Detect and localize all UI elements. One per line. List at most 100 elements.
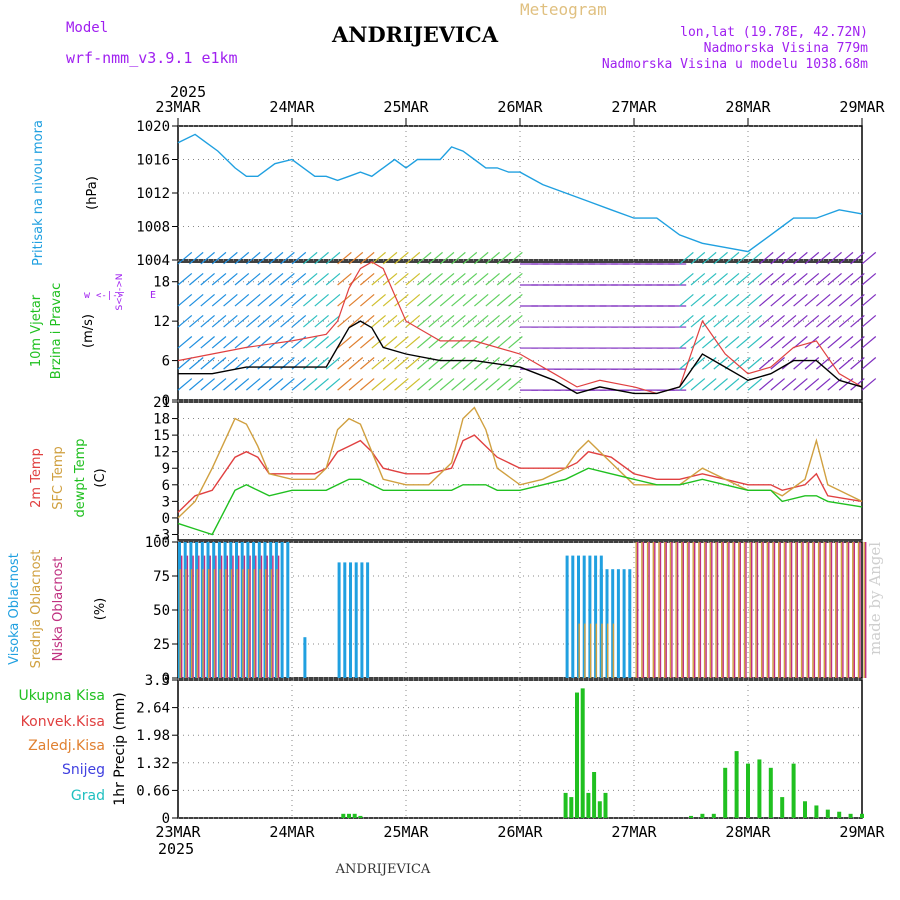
wind-arrow bbox=[474, 315, 489, 328]
mid-cloud-bar bbox=[743, 542, 746, 678]
wind-arrow bbox=[246, 272, 261, 286]
y-tick-label: 25 bbox=[153, 637, 170, 653]
wind-arrow bbox=[280, 293, 295, 307]
y-tick-label: 0 bbox=[162, 393, 170, 409]
wind-arrow bbox=[257, 336, 272, 349]
wind-arrow bbox=[257, 272, 272, 286]
wind-mean-line bbox=[178, 320, 863, 395]
wind-arrow bbox=[177, 357, 193, 370]
low-cloud-bar bbox=[238, 555, 240, 678]
wind-arrow bbox=[257, 251, 272, 265]
y-tick-label: 0 bbox=[162, 671, 170, 687]
wind-arrow bbox=[804, 315, 820, 328]
wind-arrow bbox=[189, 315, 204, 328]
wind-arrow bbox=[314, 336, 329, 349]
date-label-top: 23MAR bbox=[155, 98, 201, 116]
mid-cloud-bar bbox=[259, 569, 261, 678]
wind-arrow bbox=[394, 357, 409, 370]
wind-arrow bbox=[861, 378, 877, 391]
mid-cloud-bar bbox=[607, 623, 609, 678]
mid-cloud-bar bbox=[247, 569, 250, 678]
wind-arrow bbox=[348, 293, 364, 307]
low-cloud-bar bbox=[739, 542, 741, 678]
wind-arrow bbox=[474, 293, 489, 307]
low-cloud-bar bbox=[756, 542, 759, 678]
mid-cloud-bar bbox=[760, 542, 763, 678]
wind-arrow bbox=[793, 378, 808, 391]
precip-bar bbox=[358, 815, 363, 818]
wind-arrow bbox=[781, 378, 797, 391]
wind-arrow bbox=[246, 378, 261, 391]
y-tick-label: 3.3 bbox=[145, 673, 170, 689]
wind-arrow bbox=[462, 293, 478, 307]
wind-arrow bbox=[337, 272, 352, 286]
temp-2m-line bbox=[177, 434, 863, 513]
wind-arrow bbox=[451, 378, 466, 391]
wind-arrow bbox=[223, 315, 238, 328]
wind-arrow bbox=[257, 315, 272, 328]
precip-bar bbox=[780, 797, 785, 818]
wind-arrow bbox=[747, 378, 763, 391]
date-label-bottom: 27MAR bbox=[611, 823, 657, 841]
high-cloud-bar bbox=[349, 562, 352, 678]
wind-arrow bbox=[177, 272, 193, 286]
wind-arrow bbox=[382, 378, 398, 391]
wind-arrow bbox=[724, 357, 740, 370]
wind-arrow bbox=[360, 357, 375, 370]
mid-cloud-bar bbox=[721, 542, 723, 678]
wind-arrow bbox=[747, 315, 763, 328]
wind-arrow bbox=[257, 293, 272, 307]
wind-arrow bbox=[485, 293, 500, 307]
wind-arrow bbox=[360, 293, 375, 307]
wind-arrow bbox=[303, 272, 318, 286]
precip-bar bbox=[341, 813, 346, 818]
wind-arrow bbox=[781, 293, 797, 307]
low-cloud-bar bbox=[785, 542, 787, 678]
wind-arrow bbox=[781, 251, 797, 265]
wind-arrow bbox=[485, 272, 500, 286]
wind-arrow bbox=[325, 272, 341, 286]
low-cloud-bar bbox=[676, 542, 679, 678]
wind-arrow bbox=[223, 251, 238, 265]
low-cloud-bar bbox=[808, 542, 810, 678]
low-cloud-bar bbox=[830, 542, 833, 678]
wind-arrow bbox=[679, 357, 694, 370]
wind-arrow bbox=[747, 272, 763, 286]
wind-arrow bbox=[793, 315, 808, 328]
wind-arrow bbox=[405, 336, 421, 349]
wind-arrow bbox=[508, 251, 523, 265]
wind-arrow bbox=[268, 251, 284, 265]
y-tick-label: 0.66 bbox=[136, 783, 170, 799]
wind-arrow bbox=[702, 251, 717, 265]
wind-arrow bbox=[496, 357, 512, 370]
wind-arrow bbox=[462, 378, 478, 391]
mid-cloud-bar bbox=[253, 569, 255, 678]
dewpoint-axis-label: dewpt Temp bbox=[73, 438, 88, 517]
wind-arrow bbox=[303, 336, 318, 349]
low-cloud-bar bbox=[688, 542, 690, 678]
mid-cloud-bar bbox=[829, 542, 831, 678]
date-label-top: 28MAR bbox=[725, 98, 771, 116]
wind-arrow bbox=[713, 315, 728, 328]
low-cloud-bar bbox=[705, 542, 707, 678]
wind-arrow bbox=[394, 315, 409, 328]
wind-arrow bbox=[417, 293, 432, 307]
low-cloud-bar bbox=[255, 555, 257, 678]
mid-cloud-bar bbox=[795, 542, 797, 678]
wind-arrow bbox=[770, 251, 785, 265]
wind-arrow bbox=[360, 272, 375, 286]
wind-arrow bbox=[462, 357, 478, 370]
high-cloud-bar bbox=[303, 637, 307, 678]
low-cloud-bar bbox=[215, 555, 217, 678]
wind-arrow bbox=[177, 315, 193, 328]
low-cloud-bar bbox=[779, 542, 781, 678]
wind-arrow bbox=[360, 315, 375, 328]
wind-arrow bbox=[337, 315, 352, 328]
precip-bar bbox=[597, 801, 602, 818]
wind-arrow bbox=[417, 357, 432, 370]
wind-arrow bbox=[371, 272, 386, 286]
wind-arrow bbox=[462, 272, 478, 286]
wind-arrow bbox=[268, 315, 284, 328]
wind-arrow bbox=[793, 272, 808, 286]
wind-arrow bbox=[234, 357, 250, 370]
